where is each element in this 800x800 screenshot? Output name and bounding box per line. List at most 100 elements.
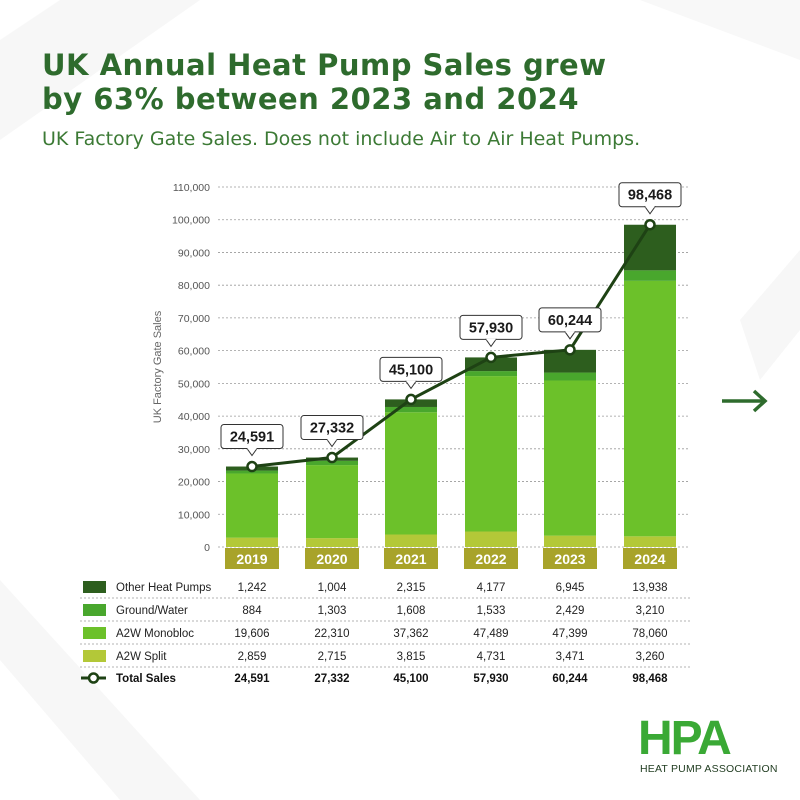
total-callout-pointer [644,206,656,215]
bar-segment-split [465,531,517,547]
legend-label-total: Total Sales [116,673,176,685]
table-cell: 6,945 [556,582,585,594]
page-subtitle: UK Factory Gate Sales. Does not include … [42,128,641,150]
table-cell: 1,303 [318,605,347,617]
table-cell-total: 45,100 [393,673,428,685]
table-cell-total: 24,591 [234,673,270,685]
bar-segment-split [226,537,278,547]
year-label-box [464,548,518,569]
table-cell: 4,731 [477,651,506,663]
year-label-box [225,548,279,569]
title-line-2: by 63% between 2023 and 2024 [42,82,580,116]
y-tick-label: 10,000 [178,509,210,521]
data-label-total: 57,930 [469,320,513,336]
bar-segment-monobloc [385,412,437,535]
y-tick-label: 90,000 [178,247,210,259]
table-cell: 2,859 [238,651,267,663]
data-label-total: 24,591 [230,430,274,446]
bar-segment-ground [544,372,596,381]
total-sales-point [405,393,417,406]
legend-label: Ground/Water [116,605,188,617]
bar-segment-split [544,535,596,547]
table-cell: 1,533 [477,605,506,617]
table-cell-total: 27,332 [314,673,349,685]
bar-segment-monobloc [465,376,517,532]
table-cell: 13,938 [632,582,667,594]
arrow-right-icon[interactable] [720,389,770,413]
table-cell: 3,210 [636,605,665,617]
table-cell: 22,310 [314,628,349,640]
x-tick-label: 2019 [236,551,267,567]
legend-swatch-monobloc [83,627,106,639]
y-tick-label: 70,000 [178,313,210,325]
bar-segment-other [544,349,596,373]
total-callout-pointer [485,338,497,348]
y-tick-label: 110,000 [173,182,210,194]
data-label-total: 60,244 [548,313,592,329]
bar-segment-split [624,536,676,547]
table-cell: 78,060 [632,628,667,640]
legend-swatch-split [83,650,106,662]
x-tick-label: 2023 [554,551,585,567]
table-cell: 1,608 [397,605,426,617]
table-cell: 2,715 [318,651,347,663]
bar-segment-monobloc [544,380,596,536]
table-cell: 3,471 [556,651,585,663]
bar-segment-other [465,357,517,372]
table-cell: 47,399 [552,628,587,640]
bar-segment-monobloc [306,465,358,539]
page-title: UK Annual Heat Pump Sales grew by 63% be… [42,48,742,116]
legend-label: A2W Monobloc [116,628,194,640]
y-tick-label: 30,000 [178,444,210,456]
total-sales-point [326,451,338,464]
data-label-total: 27,332 [310,421,354,437]
bar-segment-ground [624,270,676,281]
y-tick-label: 40,000 [178,411,210,423]
table-cell: 2,315 [397,582,426,594]
legend-swatch-other [83,581,106,593]
year-label-box [543,548,597,569]
table-cell: 4,177 [477,582,506,594]
y-tick-label: 0 [204,542,210,554]
total-sales-point [246,460,258,473]
hpa-logo-mark: HPA [638,712,733,765]
data-label-total: 45,100 [389,362,433,378]
legend-label: A2W Split [116,651,167,663]
bar-segment-monobloc [226,473,278,538]
table-cell: 1,242 [238,582,267,594]
table-cell: 1,004 [318,582,347,594]
x-tick-label: 2020 [316,551,347,567]
data-label-total: 98,468 [628,188,672,204]
y-tick-label: 20,000 [178,477,210,489]
y-tick-label: 80,000 [178,280,210,292]
table-cell: 3,260 [636,651,665,663]
legend-swatch-total-point [87,672,100,684]
total-callout-pointer [326,439,338,448]
total-sales-point [564,344,576,356]
title-line-1: UK Annual Heat Pump Sales grew [42,48,607,82]
legend-label: Other Heat Pumps [116,582,211,594]
table-cell: 47,489 [473,628,508,640]
x-tick-label: 2022 [475,551,506,567]
total-sales-point [644,218,656,231]
table-cell: 37,362 [393,628,428,640]
year-label-box [384,548,438,569]
hpa-logo-text: HPA [638,712,731,762]
y-tick-label: 100,000 [172,215,210,227]
total-sales-point [485,351,497,364]
y-tick-label: 50,000 [178,378,210,390]
total-callout-pointer [564,331,576,340]
legend-swatch-ground [83,604,106,616]
y-axis-label: UK Factory Gate Sales [152,310,164,423]
bar-segment-ground [465,371,517,377]
table-cell: 19,606 [234,628,269,640]
total-callout-pointer [246,448,258,457]
x-tick-label: 2021 [395,551,426,567]
year-label-box [305,548,359,569]
bar-segment-split [306,538,358,547]
hpa-logo-subtitle: HEAT PUMP ASSOCIATION [640,763,778,775]
table-cell: 2,429 [556,605,585,617]
year-label-box [623,548,677,569]
bar-segment-split [385,534,437,547]
x-tick-label: 2024 [634,551,665,567]
